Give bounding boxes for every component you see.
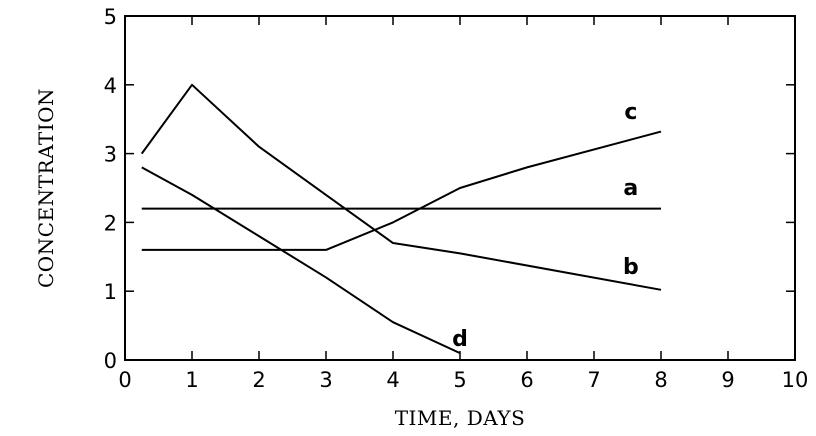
y-tick-label-1: 1 bbox=[104, 280, 117, 304]
series-label-c: c bbox=[624, 100, 637, 125]
x-tick-label-10: 10 bbox=[782, 368, 809, 392]
series-line-d bbox=[141, 166, 461, 355]
x-axis-title: TIME, DAYS bbox=[395, 406, 526, 430]
x-tick-label-7: 7 bbox=[587, 368, 600, 392]
series-lines bbox=[140, 83, 662, 355]
x-tick-label-5: 5 bbox=[453, 368, 466, 392]
y-tick-label-0: 0 bbox=[104, 349, 117, 373]
series-label-d: d bbox=[452, 327, 468, 352]
y-tick-label-4: 4 bbox=[104, 74, 117, 98]
tick-labels: 0 1 2 3 4 5 6 7 8 9 10 0 1 2 3 4 5 bbox=[104, 5, 809, 392]
x-tick-label-0: 0 bbox=[118, 368, 131, 392]
y-tick-label-5: 5 bbox=[104, 5, 117, 29]
x-tick-label-2: 2 bbox=[252, 368, 265, 392]
x-tick-label-4: 4 bbox=[386, 368, 399, 392]
series-labels: a b c d bbox=[452, 100, 639, 352]
y-tick-label-2: 2 bbox=[104, 211, 117, 235]
series-line-c bbox=[141, 130, 662, 251]
series-label-a: a bbox=[623, 176, 638, 201]
x-tick-label-6: 6 bbox=[520, 368, 533, 392]
y-tick-label-3: 3 bbox=[104, 143, 117, 167]
x-tick-label-9: 9 bbox=[721, 368, 734, 392]
series-line-b bbox=[140, 83, 662, 291]
x-tick-label-3: 3 bbox=[319, 368, 332, 392]
tick-marks bbox=[124, 15, 796, 361]
series-label-b: b bbox=[623, 255, 639, 280]
x-tick-label-1: 1 bbox=[185, 368, 198, 392]
x-tick-label-8: 8 bbox=[654, 368, 667, 392]
y-axis-title: CONCENTRATION bbox=[34, 88, 58, 288]
